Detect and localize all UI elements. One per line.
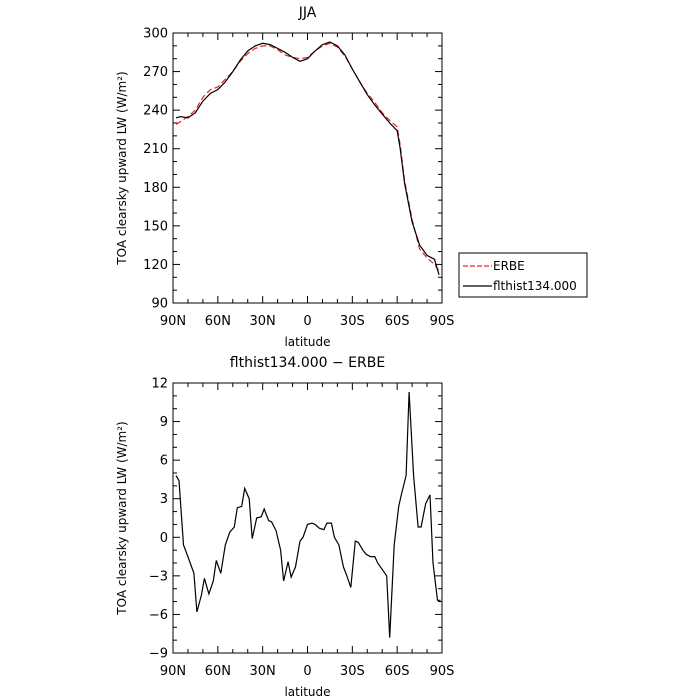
top-chart-y-axis-label: TOA clearsky upward LW (W/m²) — [115, 71, 129, 265]
top-chart-title: JJA — [298, 5, 317, 21]
x-tick-label: 30N — [250, 314, 276, 329]
y-tick-label: 240 — [143, 104, 168, 119]
legend-entry-flthist: flthist134.000 — [493, 279, 577, 293]
y-tick-label: 90 — [151, 297, 168, 312]
x-tick-label: 90S — [430, 314, 455, 329]
y-tick-label: 270 — [143, 65, 168, 80]
legend-box — [458, 252, 588, 298]
plot-frame-1 — [172, 382, 443, 654]
x-tick-label: 30S — [340, 664, 365, 679]
legend-entry-erbe: ERBE — [493, 259, 525, 273]
x-tick-label: 30S — [340, 314, 365, 329]
series-line-0-0 — [175, 42, 440, 272]
y-tick-label: 300 — [143, 27, 168, 42]
x-tick-label: 0 — [303, 314, 311, 329]
x-tick-label: 60N — [205, 314, 231, 329]
y-tick-label: 9 — [160, 415, 168, 430]
y-tick-label: −9 — [149, 647, 168, 662]
x-tick-label: 60N — [205, 664, 231, 679]
y-tick-label: 0 — [160, 531, 168, 546]
bottom-chart-title: flthist134.000 − ERBE — [230, 355, 385, 371]
top-chart-legend: ERBE flthist134.000 — [458, 252, 588, 298]
y-tick-label: 3 — [160, 492, 168, 507]
x-tick-label: 90N — [160, 664, 186, 679]
x-tick-label: 0 — [303, 664, 311, 679]
top-chart-x-axis-label: latitude — [284, 335, 330, 349]
y-tick-label: 210 — [143, 142, 168, 157]
series-line-0-1 — [175, 41, 440, 275]
y-tick-label: 120 — [143, 258, 168, 273]
y-tick-label: 12 — [151, 377, 168, 392]
y-tick-label: −6 — [149, 608, 168, 623]
x-tick-label: 30N — [250, 664, 276, 679]
x-tick-label: 60S — [385, 664, 410, 679]
x-tick-label: 90N — [160, 314, 186, 329]
bottom-chart: flthist134.000 − ERBE latitude TOA clear… — [115, 355, 454, 699]
y-tick-label: −3 — [149, 569, 168, 584]
y-tick-label: 150 — [143, 219, 168, 234]
series-line-1-0 — [175, 391, 441, 638]
top-chart: JJA latitude TOA clearsky upward LW (W/m… — [115, 5, 454, 349]
x-tick-label: 60S — [385, 314, 410, 329]
y-tick-label: 180 — [143, 181, 168, 196]
bottom-chart-y-axis-label: TOA clearsky upward LW (W/m²) — [115, 421, 129, 615]
plot-frame-0 — [172, 32, 443, 304]
y-tick-label: 6 — [160, 454, 168, 469]
x-tick-label: 90S — [430, 664, 455, 679]
bottom-chart-x-axis-label: latitude — [284, 685, 330, 699]
